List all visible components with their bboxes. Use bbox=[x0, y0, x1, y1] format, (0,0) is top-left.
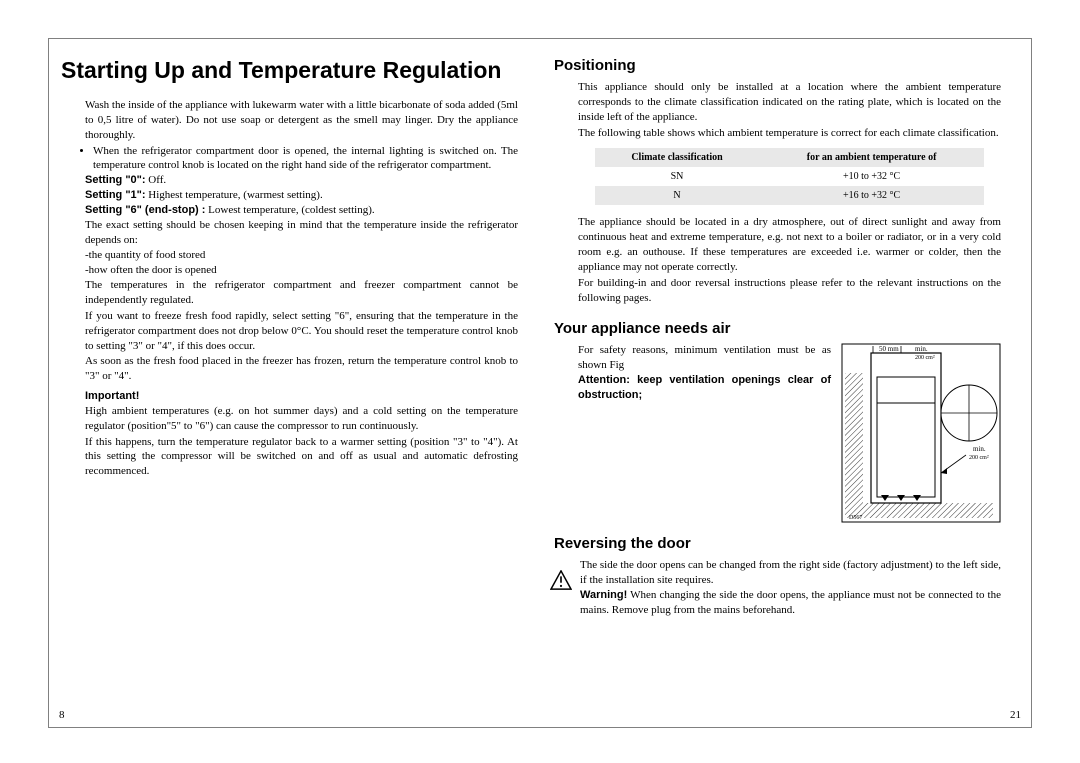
diag-min: min. bbox=[915, 345, 928, 353]
table-h1: Climate classification bbox=[595, 148, 759, 167]
rev-2: Warning! When changing the side the door… bbox=[580, 588, 1001, 618]
exact-text: The exact setting should be chosen keepi… bbox=[85, 218, 518, 248]
warning-icon bbox=[550, 558, 572, 617]
page-frame: Starting Up and Temperature Regulation W… bbox=[48, 38, 1032, 728]
bullet-item: When the refrigerator compartment door i… bbox=[93, 144, 518, 174]
air-heading: Your appliance needs air bbox=[554, 320, 1001, 337]
rev-1: The side the door opens can be changed f… bbox=[580, 558, 1001, 588]
page-number-right: 21 bbox=[1010, 709, 1021, 721]
air-section: For safety reasons, minimum ventilation … bbox=[578, 343, 1001, 523]
table-cell: N bbox=[595, 186, 759, 205]
air-text: For safety reasons, minimum ventilation … bbox=[578, 343, 831, 523]
intro-text: Wash the inside of the appliance with lu… bbox=[85, 98, 518, 143]
diag-200a: 200 cm² bbox=[915, 355, 935, 361]
temps-text: The temperatures in the refrigerator com… bbox=[85, 278, 518, 308]
pos-2: The following table shows which ambient … bbox=[578, 126, 1001, 141]
important-2: If this happens, turn the temperature re… bbox=[85, 435, 518, 480]
freeze-text: If you want to freeze fresh food rapidly… bbox=[85, 309, 518, 354]
setting-1-label: Setting "1": bbox=[85, 189, 146, 201]
setting-0-val: Off. bbox=[146, 174, 167, 186]
factor-1: -the quantity of food stored bbox=[85, 248, 518, 263]
main-title: Starting Up and Temperature Regulation bbox=[61, 57, 518, 84]
table-h2: for an ambient temperature of bbox=[759, 148, 984, 167]
left-column: Starting Up and Temperature Regulation W… bbox=[49, 39, 540, 727]
reversing-text: The side the door opens can be changed f… bbox=[580, 558, 1001, 617]
pos-1: This appliance should only be installed … bbox=[578, 80, 1001, 125]
diag-50mm: 50 mm bbox=[879, 345, 899, 353]
right-column: Positioning This appliance should only b… bbox=[540, 39, 1031, 727]
climate-table: Climate classification for an ambient te… bbox=[595, 148, 984, 205]
reversing-heading: Reversing the door bbox=[554, 535, 1001, 552]
diag-200b: 200 cm² bbox=[969, 455, 989, 461]
important-1: High ambient temperatures (e.g. on hot s… bbox=[85, 404, 518, 434]
left-body: Wash the inside of the appliance with lu… bbox=[85, 98, 518, 479]
table-row: SN +10 to +32 °C bbox=[595, 167, 984, 186]
setting-6: Setting "6" (end-stop) : Lowest temperat… bbox=[85, 203, 518, 218]
pos-3: The appliance should be located in a dry… bbox=[578, 215, 1001, 274]
warning-label: Warning! bbox=[580, 589, 627, 601]
setting-0-label: Setting "0": bbox=[85, 174, 146, 186]
air-attention: Attention: keep ventilation openings cle… bbox=[578, 374, 831, 401]
bullet-list: When the refrigerator compartment door i… bbox=[85, 144, 518, 174]
table-cell: +10 to +32 °C bbox=[759, 167, 984, 186]
positioning-body: This appliance should only be installed … bbox=[578, 80, 1001, 140]
page-number-left: 8 bbox=[59, 709, 65, 721]
table-cell: +16 to +32 °C bbox=[759, 186, 984, 205]
setting-6-val: Lowest temperature, (coldest setting). bbox=[205, 204, 374, 216]
setting-1: Setting "1": Highest temperature, (warme… bbox=[85, 188, 518, 203]
asap-text: As soon as the fresh food placed in the … bbox=[85, 354, 518, 384]
important-label: Important! bbox=[85, 390, 139, 402]
ventilation-diagram: 50 mm min. 200 cm² min. 200 cm² D567 bbox=[841, 343, 1001, 523]
setting-6-label: Setting "6" (end-stop) : bbox=[85, 204, 205, 216]
air-1: For safety reasons, minimum ventilation … bbox=[578, 343, 831, 373]
factor-2: -how often the door is opened bbox=[85, 263, 518, 278]
diag-code: D567 bbox=[849, 515, 862, 521]
positioning-body-2: The appliance should be located in a dry… bbox=[578, 215, 1001, 305]
table-cell: SN bbox=[595, 167, 759, 186]
positioning-heading: Positioning bbox=[554, 57, 1001, 74]
pos-4: For building-in and door reversal instru… bbox=[578, 276, 1001, 306]
table-header-row: Climate classification for an ambient te… bbox=[595, 148, 984, 167]
rev-2-text: When changing the side the door opens, t… bbox=[580, 589, 1001, 616]
setting-0: Setting "0": Off. bbox=[85, 173, 518, 188]
setting-1-val: Highest temperature, (warmest setting). bbox=[146, 189, 323, 201]
diag-min2: min. bbox=[973, 445, 986, 453]
table-row: N +16 to +32 °C bbox=[595, 186, 984, 205]
reversing-section: The side the door opens can be changed f… bbox=[578, 558, 1001, 617]
